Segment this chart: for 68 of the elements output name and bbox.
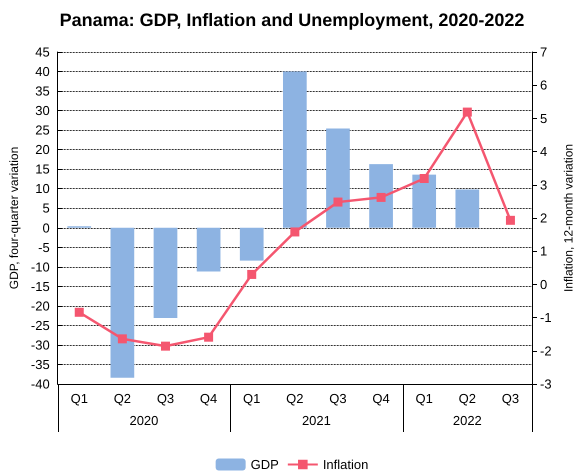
bar bbox=[110, 228, 134, 378]
y-tick-label: 45 bbox=[35, 44, 50, 60]
y-tick-label: -30 bbox=[30, 337, 50, 352]
y2-tick-label: -3 bbox=[540, 376, 552, 392]
x-tick-label: Q2 bbox=[458, 391, 476, 406]
point bbox=[462, 108, 472, 117]
x-tick-label: Q3 bbox=[156, 391, 174, 406]
point bbox=[204, 332, 214, 342]
point bbox=[290, 227, 300, 236]
x-tick-label: Q1 bbox=[416, 391, 433, 406]
text: 2021 bbox=[302, 413, 331, 428]
bar bbox=[455, 189, 480, 228]
y-tick-label: 25 bbox=[35, 122, 50, 138]
y2-tick-label: 5 bbox=[540, 110, 548, 126]
x-tick-label: Q4 bbox=[372, 391, 390, 406]
y-tick-label: -15 bbox=[30, 278, 50, 294]
y2-tick-label: 4 bbox=[540, 144, 548, 160]
point bbox=[420, 174, 429, 183]
x-tick-label: Q2 bbox=[114, 391, 132, 406]
text: 2022 bbox=[452, 413, 482, 428]
y-tick-label: 30 bbox=[35, 103, 50, 118]
x-tick-label: Q3 bbox=[502, 391, 520, 406]
y-axis-title: GDP, four-quarter variation bbox=[7, 146, 21, 290]
y2-tick-label: 2 bbox=[540, 210, 548, 226]
y2-tick-label: -2 bbox=[540, 343, 552, 358]
x-tick-label: Q1 bbox=[243, 391, 260, 406]
y-tick-label: 5 bbox=[42, 200, 50, 216]
y2-tick-label: 7 bbox=[540, 44, 548, 60]
point bbox=[118, 334, 127, 344]
x-tick-label: Q2 bbox=[286, 391, 304, 406]
point bbox=[74, 308, 84, 317]
y-tick-label: -25 bbox=[30, 318, 50, 333]
x-tick-label: Q1 bbox=[70, 391, 88, 406]
point bbox=[247, 270, 256, 279]
y-tick-label: -20 bbox=[30, 298, 50, 314]
bar bbox=[240, 228, 264, 261]
chart-title: Panama: GDP, Inflation and Unemployment, 2020-2022 bbox=[60, 10, 524, 30]
y-tick-label: 40 bbox=[35, 64, 50, 80]
bar bbox=[196, 228, 220, 272]
bar bbox=[282, 72, 307, 228]
y2-axis-title: Inflation, 12-month variation bbox=[561, 144, 576, 292]
y-tick-label: 20 bbox=[35, 142, 50, 158]
y2-tick-label: -1 bbox=[540, 310, 552, 326]
y-tick-label: 10 bbox=[35, 181, 50, 196]
y2-tick-label: 0 bbox=[540, 276, 548, 292]
text: 2020 bbox=[129, 413, 158, 428]
bar bbox=[326, 128, 350, 228]
y2-tick-label: 1 bbox=[540, 244, 548, 259]
point bbox=[506, 216, 515, 225]
x-tick-label: Q3 bbox=[329, 391, 347, 406]
point bbox=[160, 342, 170, 351]
bar bbox=[369, 164, 393, 228]
bar bbox=[154, 228, 178, 318]
y-tick-label: -10 bbox=[30, 259, 50, 274]
point bbox=[376, 192, 386, 202]
y2-tick-label: 3 bbox=[540, 177, 548, 192]
bar bbox=[412, 174, 436, 228]
y-tick-label: -35 bbox=[30, 356, 50, 372]
y2-tick-label: 6 bbox=[540, 78, 548, 93]
y-tick-label: 15 bbox=[35, 162, 50, 177]
y-tick-label: -40 bbox=[30, 376, 50, 392]
y-tick-label: 35 bbox=[35, 84, 50, 99]
x-tick-label: Q4 bbox=[200, 391, 218, 406]
legend-label: GDP bbox=[250, 457, 279, 472]
point bbox=[333, 198, 342, 207]
y-tick-label: -5 bbox=[38, 240, 50, 255]
y-tick-label: 0 bbox=[42, 220, 50, 236]
legend-label: Inflation bbox=[322, 457, 368, 472]
